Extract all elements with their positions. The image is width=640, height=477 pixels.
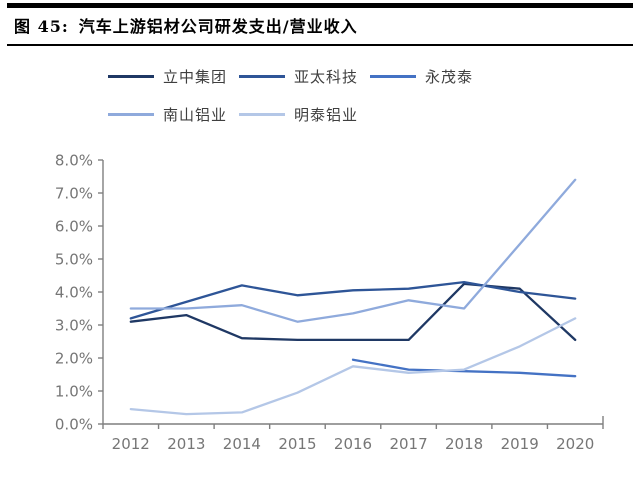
- legend-item: 立中集团: [108, 66, 239, 87]
- x-tick-label: 2020: [556, 435, 594, 453]
- y-tick-label: 3.0%: [55, 317, 93, 335]
- y-tick-label: 8.0%: [55, 152, 93, 170]
- y-tick-label: 4.0%: [55, 284, 93, 302]
- legend-label: 明泰铝业: [294, 106, 359, 124]
- legend-line-swatch: [108, 113, 154, 116]
- y-tick-label: 7.0%: [55, 185, 93, 203]
- figure-header: 图 45: 汽车上游铝材公司研发支出/营业收入: [14, 13, 358, 37]
- series-line: [351, 358, 577, 378]
- series-line: [129, 280, 577, 320]
- legend-line-swatch: [108, 75, 154, 78]
- legend-label: 南山铝业: [163, 106, 228, 124]
- x-tick-label: 2016: [334, 435, 372, 453]
- y-tick-label: 0.0%: [55, 416, 93, 434]
- y-tick-label: 6.0%: [55, 218, 93, 236]
- top-rule: [7, 3, 633, 8]
- figure-title: 汽车上游铝材公司研发支出/营业收入: [78, 17, 358, 36]
- legend-item: 永茂泰: [370, 66, 501, 87]
- legend-label: 永茂泰: [425, 68, 474, 86]
- series-line: [129, 317, 577, 416]
- legend-item: 明泰铝业: [239, 104, 370, 125]
- legend-line-swatch: [370, 75, 416, 78]
- legend-line-swatch: [239, 75, 285, 78]
- legend-label: 亚太科技: [294, 68, 359, 86]
- series-line: [129, 178, 577, 323]
- y-tick-label: 2.0%: [55, 350, 93, 368]
- legend-item: 南山铝业: [108, 104, 239, 125]
- series-line: [129, 282, 577, 342]
- chart-legend: 立中集团 亚太科技 永茂泰南山铝业 明泰铝业: [108, 66, 558, 125]
- x-tick-label: 2019: [501, 435, 539, 453]
- figure-label: 图 45:: [14, 17, 69, 36]
- legend-label: 立中集团: [163, 68, 228, 86]
- legend-item: 亚太科技: [239, 66, 370, 87]
- x-tick-label: 2017: [389, 435, 427, 453]
- title-rule: [7, 44, 633, 46]
- legend-line-swatch: [239, 113, 285, 116]
- x-tick-label: 2014: [223, 435, 261, 453]
- y-tick-label: 1.0%: [55, 383, 93, 401]
- line-chart: 0.0% 1.0% 2.0% 3.0% 4.0% 5.0% 6.0% 7.0% 8.0% 2012…: [55, 152, 604, 453]
- x-tick-label: 2015: [278, 435, 316, 453]
- x-tick-label: 2012: [112, 435, 150, 453]
- x-tick-label: 2013: [167, 435, 205, 453]
- x-tick-label: 2018: [445, 435, 483, 453]
- y-tick-label: 5.0%: [55, 251, 93, 269]
